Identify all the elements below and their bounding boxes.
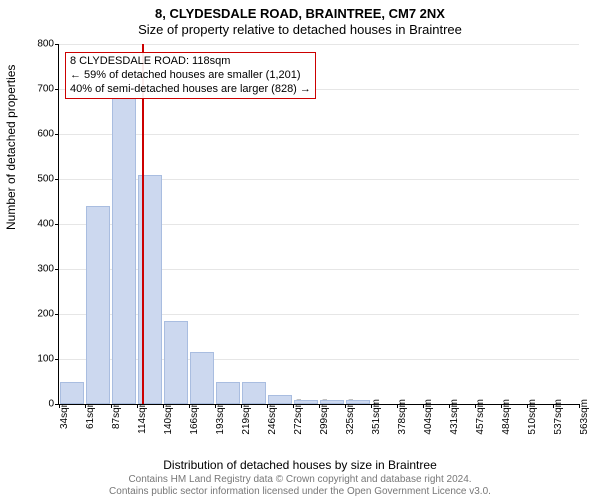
x-tick-label: 299sqm	[319, 399, 330, 435]
chart-container: 8, CLYDESDALE ROAD, BRAINTREE, CM7 2NX S…	[0, 0, 600, 500]
y-tick-label: 0	[24, 399, 54, 410]
x-tick-label: 140sqm	[163, 399, 174, 435]
annotation-box: 8 CLYDESDALE ROAD: 118sqm← 59% of detach…	[65, 52, 316, 99]
x-tick-label: 246sqm	[267, 399, 278, 435]
histogram-bar	[86, 206, 109, 404]
x-tick-label: 431sqm	[449, 399, 460, 435]
histogram-bar	[242, 382, 265, 405]
y-tick-label: 800	[24, 39, 54, 50]
y-axis-label: Number of detached properties	[4, 65, 18, 230]
footer-line-2: Contains public sector information licen…	[0, 486, 600, 498]
attribution-footer: Contains HM Land Registry data © Crown c…	[0, 474, 600, 498]
x-tick-label: 484sqm	[501, 399, 512, 435]
x-tick-label: 166sqm	[189, 399, 200, 435]
x-axis-label: Distribution of detached houses by size …	[0, 458, 600, 472]
y-tick-label: 200	[24, 309, 54, 320]
histogram-bar	[320, 400, 343, 405]
gridline	[59, 224, 579, 225]
x-tick-label: 193sqm	[215, 399, 226, 435]
histogram-bar	[346, 400, 369, 405]
x-tick-label: 510sqm	[527, 399, 538, 435]
annotation-line: 40% of semi-detached houses are larger (…	[70, 83, 311, 97]
annotation-line: ← 59% of detached houses are smaller (1,…	[70, 69, 311, 83]
histogram-bar	[60, 382, 83, 405]
y-tick-label: 300	[24, 264, 54, 275]
annotation-line: 8 CLYDESDALE ROAD: 118sqm	[70, 55, 311, 69]
gridline	[59, 359, 579, 360]
y-tick-label: 400	[24, 219, 54, 230]
x-tick-label: 378sqm	[397, 399, 408, 435]
x-tick-label: 404sqm	[423, 399, 434, 435]
histogram-bar	[216, 382, 239, 405]
plot-area: 34sqm61sqm87sqm114sqm140sqm166sqm193sqm2…	[58, 44, 579, 405]
gridline	[59, 314, 579, 315]
gridline	[59, 44, 579, 45]
histogram-bar	[112, 98, 135, 404]
x-tick-label: 325sqm	[345, 399, 356, 435]
histogram-bar	[268, 395, 291, 404]
y-tick-label: 500	[24, 174, 54, 185]
y-tick-label: 700	[24, 84, 54, 95]
x-tick-label: 219sqm	[241, 399, 252, 435]
title-line-2: Size of property relative to detached ho…	[0, 22, 600, 37]
histogram-bar	[164, 321, 187, 404]
gridline	[59, 179, 579, 180]
gridline	[59, 134, 579, 135]
y-tick-label: 600	[24, 129, 54, 140]
histogram-bar	[190, 352, 213, 404]
y-tick-label: 100	[24, 354, 54, 365]
x-tick-label: 537sqm	[553, 399, 564, 435]
x-tick-label: 457sqm	[475, 399, 486, 435]
footer-line-1: Contains HM Land Registry data © Crown c…	[0, 474, 600, 486]
x-tick-label: 114sqm	[137, 399, 148, 434]
x-tick-label: 563sqm	[579, 399, 590, 435]
histogram-bar	[294, 400, 317, 405]
gridline	[59, 269, 579, 270]
x-tick-label: 272sqm	[293, 399, 304, 435]
title-line-1: 8, CLYDESDALE ROAD, BRAINTREE, CM7 2NX	[0, 6, 600, 21]
x-tick-label: 351sqm	[371, 399, 382, 435]
